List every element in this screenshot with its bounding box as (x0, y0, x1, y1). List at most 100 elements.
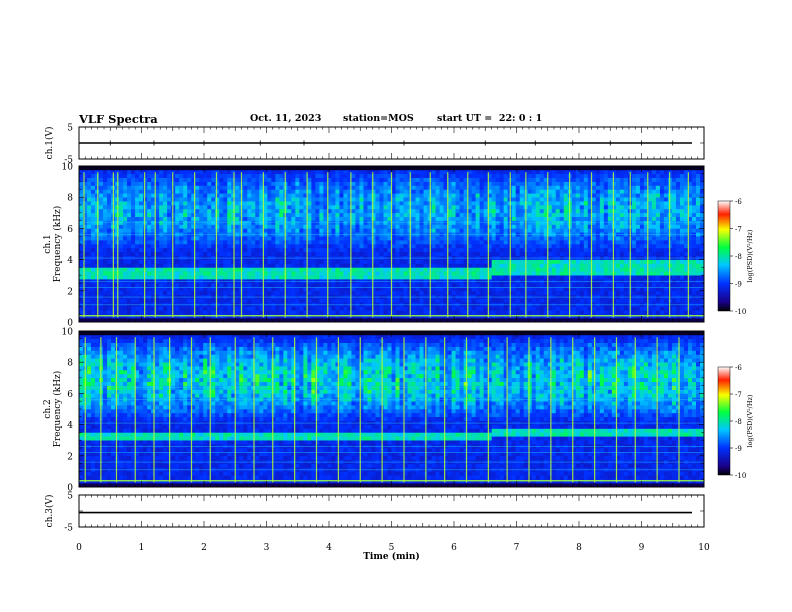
spectrogram-cell (391, 275, 396, 280)
spectrogram-cell (107, 318, 112, 323)
spectrogram-cell (539, 189, 545, 194)
spectrogram-cell (515, 205, 521, 210)
spectrogram-cell (119, 283, 124, 288)
spectrogram-cell (367, 306, 372, 311)
spectrogram-cell (463, 275, 468, 280)
spectrogram-cell (211, 208, 216, 214)
spectrogram-cell (367, 290, 372, 295)
spectrogram-cell (307, 228, 312, 233)
spectrogram-cell (323, 283, 328, 288)
spectrogram-cell (511, 189, 516, 194)
spectrogram-cell (155, 228, 160, 233)
spectrogram-cell (119, 169, 124, 175)
spectrogram-cell (247, 283, 252, 288)
spectrogram-cell (287, 240, 292, 245)
spectrogram-cell (191, 177, 196, 182)
spectrogram-cell (391, 169, 396, 175)
spectrogram-cell (383, 290, 388, 295)
spectrogram-cell (491, 208, 496, 214)
spectrogram-cell (307, 224, 312, 229)
spectrogram-cell (247, 251, 252, 256)
spectrogram-cell (123, 177, 128, 182)
spectrogram-cell (419, 197, 424, 202)
spectrogram-cell (279, 236, 284, 241)
spectrogram-cell (543, 306, 549, 311)
spectrogram-cell (527, 286, 533, 292)
spectrogram-cell (271, 201, 276, 206)
spectrogram-cell (99, 216, 104, 221)
spectrogram-cell (143, 224, 148, 229)
spectrogram-cell (379, 173, 384, 178)
spectrogram-cell (359, 283, 364, 288)
spectrogram-cell (367, 212, 372, 217)
spectrogram-cell (163, 286, 168, 292)
spectrogram-cell (203, 259, 208, 264)
spectrogram-cell (375, 220, 380, 225)
spectrogram-cell (351, 306, 356, 311)
spectrogram-cell (503, 236, 508, 241)
spectrogram-cell (387, 318, 392, 323)
spectrogram-cell (299, 267, 304, 272)
spectrogram-cell (151, 240, 156, 245)
spectrogram-cell (543, 236, 549, 241)
spectrogram-cell (299, 212, 304, 217)
spectrogram-cell (127, 251, 132, 256)
spectrogram-cell (411, 177, 416, 182)
spectrogram-cell (287, 173, 292, 178)
spectrogram-cell (275, 197, 280, 202)
spectrogram-cell (311, 193, 316, 198)
spectrogram-cell (279, 166, 284, 171)
spectrogram-cell (263, 240, 268, 245)
spectrogram-cell (167, 283, 172, 288)
spectrogram-cell (199, 205, 204, 210)
spectrogram-cell (515, 197, 521, 202)
spectrogram-cell (511, 290, 516, 295)
spectrogram-cell (187, 189, 192, 194)
spectrogram-cell (299, 306, 304, 311)
spectrogram-cell (439, 181, 444, 186)
spectrogram-cell (143, 181, 148, 186)
spectrogram-cell (519, 247, 525, 253)
spectrogram-cell (159, 201, 164, 206)
spectrogram-cell (571, 208, 577, 214)
spectrogram-cell (107, 259, 112, 264)
spectrogram-cell (435, 286, 440, 292)
spectrogram-cell (183, 224, 188, 229)
spectrogram-cell (519, 318, 525, 323)
spectrogram-cell (215, 220, 220, 225)
spectrogram-cell (387, 247, 392, 253)
spectrogram-cell (99, 224, 104, 229)
spectrogram-cell (447, 310, 452, 315)
spectrogram-cell (487, 201, 492, 206)
spectrogram-cell (335, 169, 340, 175)
spectrogram-cell (447, 212, 452, 217)
spectrogram-cell (271, 173, 276, 178)
spectrogram-cell (179, 205, 184, 210)
spectrogram-cell (471, 216, 476, 221)
spectrogram-cell (559, 166, 565, 171)
spectrogram-cell (451, 267, 456, 272)
spectrogram-cell (119, 263, 124, 268)
spectrogram-cell (247, 271, 252, 276)
spectrogram-cell (307, 244, 312, 249)
spectrogram-cell (267, 298, 272, 303)
spectrogram-cell (359, 228, 364, 233)
spectrogram-cell (179, 271, 184, 276)
spectrogram-cell (563, 205, 569, 210)
spectrogram-cell (495, 220, 500, 225)
spectrogram-cell (451, 247, 456, 253)
spectrogram-cell (355, 185, 360, 190)
spectrogram-cell (131, 259, 136, 264)
spectrogram-cell (227, 271, 232, 276)
spectrogram-cell (211, 216, 216, 221)
spectrogram-cell (259, 193, 264, 198)
spectrogram-cell (219, 240, 224, 245)
spectrogram-cell (371, 283, 376, 288)
spectrogram-cell (251, 271, 256, 276)
spectrogram-cell (299, 298, 304, 303)
spectrogram-cell (371, 306, 376, 311)
spectrogram-cell (295, 220, 300, 225)
spectrogram-cell (575, 185, 581, 190)
spectrogram-cell (103, 189, 108, 194)
